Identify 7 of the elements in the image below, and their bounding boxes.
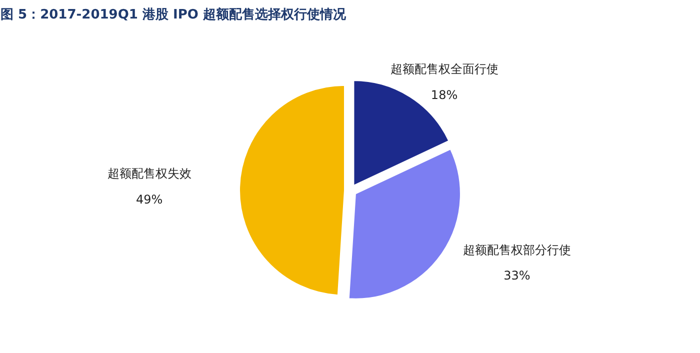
slice-label: 超额配售权全面行使 (390, 62, 498, 76)
data-label: 49% (136, 192, 163, 206)
slice-label: 超额配售权部分行使 (462, 242, 571, 257)
chart-title: 图 5：2017-2019Q1 港股 IPO 超额配售选择权行使情况 (0, 6, 347, 22)
slice-label: 超额配售权失效 (107, 166, 192, 181)
data-label: 33% (504, 268, 530, 283)
data-label: 18% (430, 88, 458, 102)
